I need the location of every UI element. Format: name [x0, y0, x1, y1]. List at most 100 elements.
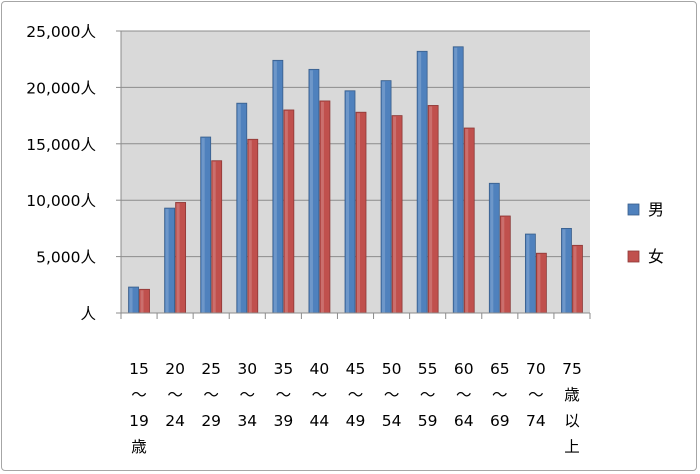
bar [344, 90, 356, 314]
legend-swatch [627, 250, 640, 263]
bar [236, 102, 248, 314]
x-category-label-line: 29 [201, 412, 221, 430]
bar-highlight [454, 47, 458, 314]
bar-highlight [212, 161, 216, 313]
y-tick-label: 10,000人 [26, 192, 96, 210]
x-category-label-line: 70 [526, 360, 546, 378]
x-category-label-line: ～ [240, 386, 256, 404]
bar-highlight [357, 113, 360, 313]
x-category-label-line: ～ [312, 386, 328, 404]
bar [164, 207, 176, 314]
legend-swatch [627, 203, 640, 216]
bar-highlight [273, 61, 277, 313]
x-category-label-line: 20 [165, 360, 185, 378]
x-category-label-line: 25 [201, 360, 221, 378]
x-category-label-line: ～ [276, 386, 292, 404]
x-category-label-line: 歳 [564, 386, 580, 404]
x-category-label-line: 44 [310, 412, 330, 430]
x-category-label-line: ～ [203, 386, 219, 404]
x-category-label-line: 34 [237, 412, 257, 430]
y-tick-label: 人 [80, 305, 96, 323]
x-category-label-line: ～ [456, 386, 472, 404]
bar-highlight [465, 129, 469, 313]
x-category-label-line: 74 [526, 412, 546, 430]
bar [463, 127, 475, 314]
bar [211, 160, 223, 314]
x-axis-categories: 15～19歳20～2425～2930～3435～3940～4445～4950～5… [129, 360, 582, 456]
x-category-label: 25 ～ 29 [201, 360, 221, 430]
legend-item: 女 [627, 247, 664, 266]
bar [572, 244, 583, 314]
bar-highlight [501, 216, 505, 313]
bar [272, 59, 284, 314]
x-category-label-line: 64 [454, 412, 474, 430]
bar-highlight [237, 104, 241, 313]
x-category-label-line: 24 [165, 412, 185, 430]
legend: 男女 [627, 200, 664, 266]
x-category-label-line: 69 [490, 412, 510, 430]
bar [391, 115, 403, 314]
bar-highlight [140, 290, 144, 313]
x-category-label-line: ～ [420, 386, 436, 404]
x-category-label: 45 ～ 49 [346, 360, 366, 430]
bar [128, 286, 139, 314]
bar [247, 138, 259, 314]
bar [535, 252, 547, 314]
x-category-label: 40 ～ 44 [310, 360, 330, 430]
x-category-label-line: 歳 [131, 438, 147, 456]
bar-highlight [490, 184, 494, 313]
bar-highlight [346, 91, 349, 313]
x-category-label-line: 45 [346, 360, 366, 378]
x-category-label-line: 50 [382, 360, 402, 378]
x-category-label-line: ～ [528, 386, 544, 404]
bar [175, 202, 187, 314]
x-category-label-line: 60 [454, 360, 474, 378]
x-category-label: 20 ～ 24 [165, 360, 185, 430]
x-category-label-line: ～ [348, 386, 364, 404]
axes [120, 31, 591, 319]
bar-highlight [562, 229, 566, 313]
bar [200, 136, 212, 314]
x-category-label-line: ～ [131, 386, 147, 404]
bar-highlight [429, 106, 433, 313]
x-category-label-line: 65 [490, 360, 510, 378]
y-tick-label: 20,000人 [26, 79, 96, 97]
x-category-label-line: 30 [237, 360, 257, 378]
bar-highlight [393, 116, 397, 313]
legend-item: 男 [627, 200, 664, 219]
bar-highlight [537, 254, 541, 313]
bar-highlight [526, 235, 530, 313]
x-category-label-line: 54 [382, 412, 402, 430]
bar [427, 105, 439, 314]
x-category-label-line: ～ [167, 386, 183, 404]
bar [561, 227, 572, 314]
bar-highlight [382, 81, 386, 313]
x-category-label-line: 35 [273, 360, 293, 378]
bar [355, 111, 367, 314]
y-tick-label: 15,000人 [26, 136, 96, 154]
x-category-label: 35 ～ 39 [273, 360, 293, 430]
bar [380, 80, 392, 314]
y-tick-label: 5,000人 [36, 249, 96, 267]
bar [283, 109, 295, 314]
x-category-label: 15 ～ 19 歳 [129, 360, 149, 456]
x-category-label: 75 歳以上 [562, 360, 582, 456]
plot-area [121, 31, 590, 313]
bar-highlight [573, 246, 577, 313]
bar [452, 46, 464, 314]
x-category-label: 70 ～ 74 [526, 360, 546, 430]
x-category-label-line: 55 [418, 360, 438, 378]
x-category-label-line: ～ [384, 386, 400, 404]
x-category-label: 65 ～ 69 [490, 360, 510, 430]
x-category-label: 55 ～ 59 [418, 360, 438, 430]
x-category-label-line: ～ [492, 386, 508, 404]
bar [499, 215, 511, 314]
x-category-label-line: 以 [564, 412, 580, 430]
y-axis-ticks: 人 5,000人 10,000人 15,000人 20,000人 25,000人 [26, 23, 121, 323]
x-category-label: 50 ～ 54 [382, 360, 402, 430]
bar [524, 233, 536, 314]
y-tick-label: 25,000人 [26, 23, 96, 41]
bar-highlight [284, 110, 288, 314]
x-category-label-line: 49 [346, 412, 366, 430]
